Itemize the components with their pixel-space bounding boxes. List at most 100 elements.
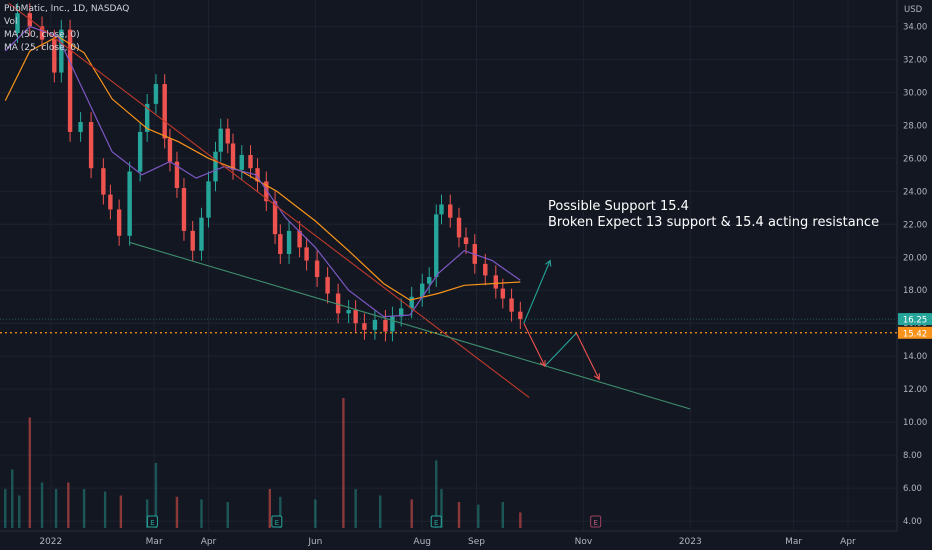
y-tick-label: 10.00 [903,418,927,428]
candle-body [190,230,195,251]
volume-bar [145,499,149,528]
lower-trendline [129,241,691,410]
candle-body [278,234,283,254]
volume-series [4,398,522,528]
volume-bar [119,495,123,528]
candle-body [101,168,106,195]
volume-bar [314,499,317,528]
earnings-event-label: E [150,519,154,527]
volume-bar [82,489,86,528]
earnings-event-marker [590,515,602,528]
candle-body [372,319,378,330]
volume-bar [519,512,522,528]
candle-body [390,316,395,332]
candle-body [325,277,330,294]
volume-bar [410,499,413,528]
x-tick-label: Mar [146,537,163,547]
volume-bar [200,499,203,528]
candle-body [174,161,180,188]
candle-body [67,29,73,132]
candle-body [500,288,506,299]
volume-bar [226,502,229,528]
candle-body [39,26,45,40]
annotation-line-2: Broken Expect 13 support & 15.4 acting r… [548,215,880,230]
candle-body [518,311,523,320]
y-tick-label: 34.00 [903,22,927,32]
volume-bar [268,489,272,528]
candle-body [162,84,167,139]
ma50-legend[interactable]: MA (50, close, 0) [4,30,80,40]
y-tick-label: 24.00 [903,187,927,197]
candle-body [314,260,320,278]
volume-bar [28,417,31,528]
volume-bar [354,489,357,528]
candle-body [255,168,260,182]
support-price-badge [898,326,932,339]
candle-body [398,308,404,317]
candle-body [286,230,292,254]
y-tick-label: 8.00 [903,451,922,461]
x-tick-label: Apr [201,537,217,547]
path-up-arrowhead [545,259,552,267]
x-tick-label: Jun [307,537,322,547]
currency-label: USD [904,5,923,15]
annotation-text[interactable]: Possible Support 15.4 Broken Expect 13 s… [548,199,879,231]
candle-body [88,122,94,169]
candle-body [137,131,143,172]
volume-bar [175,496,179,528]
volume-bar [457,502,461,528]
x-tick-label: Apr [840,537,856,547]
candle-body [230,143,236,170]
y-tick-label: 4.00 [903,517,922,527]
volume-bar [4,489,7,528]
y-tick-label: 26.00 [903,154,927,164]
y-tick-label: 6.00 [903,484,922,494]
volume-bar [378,495,382,528]
last-price-label: 16.25 [903,316,927,326]
x-tick-label: Sep [468,537,485,547]
symbol-line[interactable]: PubMatic, Inc., 1D, NASDAQ [4,4,130,14]
volume-bar [67,482,70,528]
candle-body [213,151,218,182]
candle-body [509,298,514,312]
candle-body [493,275,499,289]
last-price-badge [898,313,932,326]
x-tick-label: Mar [785,537,802,547]
x-tick-label: Aug [413,537,431,547]
candle-body [225,128,230,144]
path-up [523,260,551,324]
volume-bar [40,482,44,528]
candle-body [108,194,113,210]
ma50-line [4,35,521,301]
candle-body [78,122,83,132]
candle-body [181,187,187,231]
volume-bar [18,495,21,528]
candle-body [15,13,20,33]
candle-body [144,103,150,132]
earnings-event-label: E [434,519,438,527]
candle-body [167,138,173,162]
path-drop [575,332,600,380]
candle-body [463,237,469,245]
candle-body [52,39,57,73]
candle-body [264,181,269,202]
path-bounce [544,332,577,367]
candle-body [353,310,358,324]
ma25-line [4,25,521,318]
candle-body [456,217,462,238]
candle-body [420,283,425,297]
vol-legend[interactable]: Vol [4,17,18,27]
volume-bar [477,504,480,528]
y-tick-label: 12.00 [903,385,927,395]
ma25-legend[interactable]: MA (25, close, 0) [4,43,80,53]
volume-bar [440,489,443,528]
path-down-arrowhead [539,360,546,368]
earnings-event-marker [430,515,442,528]
candle-body [59,29,64,73]
x-tick-label: Nov [575,537,593,547]
volume-bar [342,398,345,528]
annotation-line-1: Possible Support 15.4 [548,199,689,214]
candle-body [448,204,453,218]
